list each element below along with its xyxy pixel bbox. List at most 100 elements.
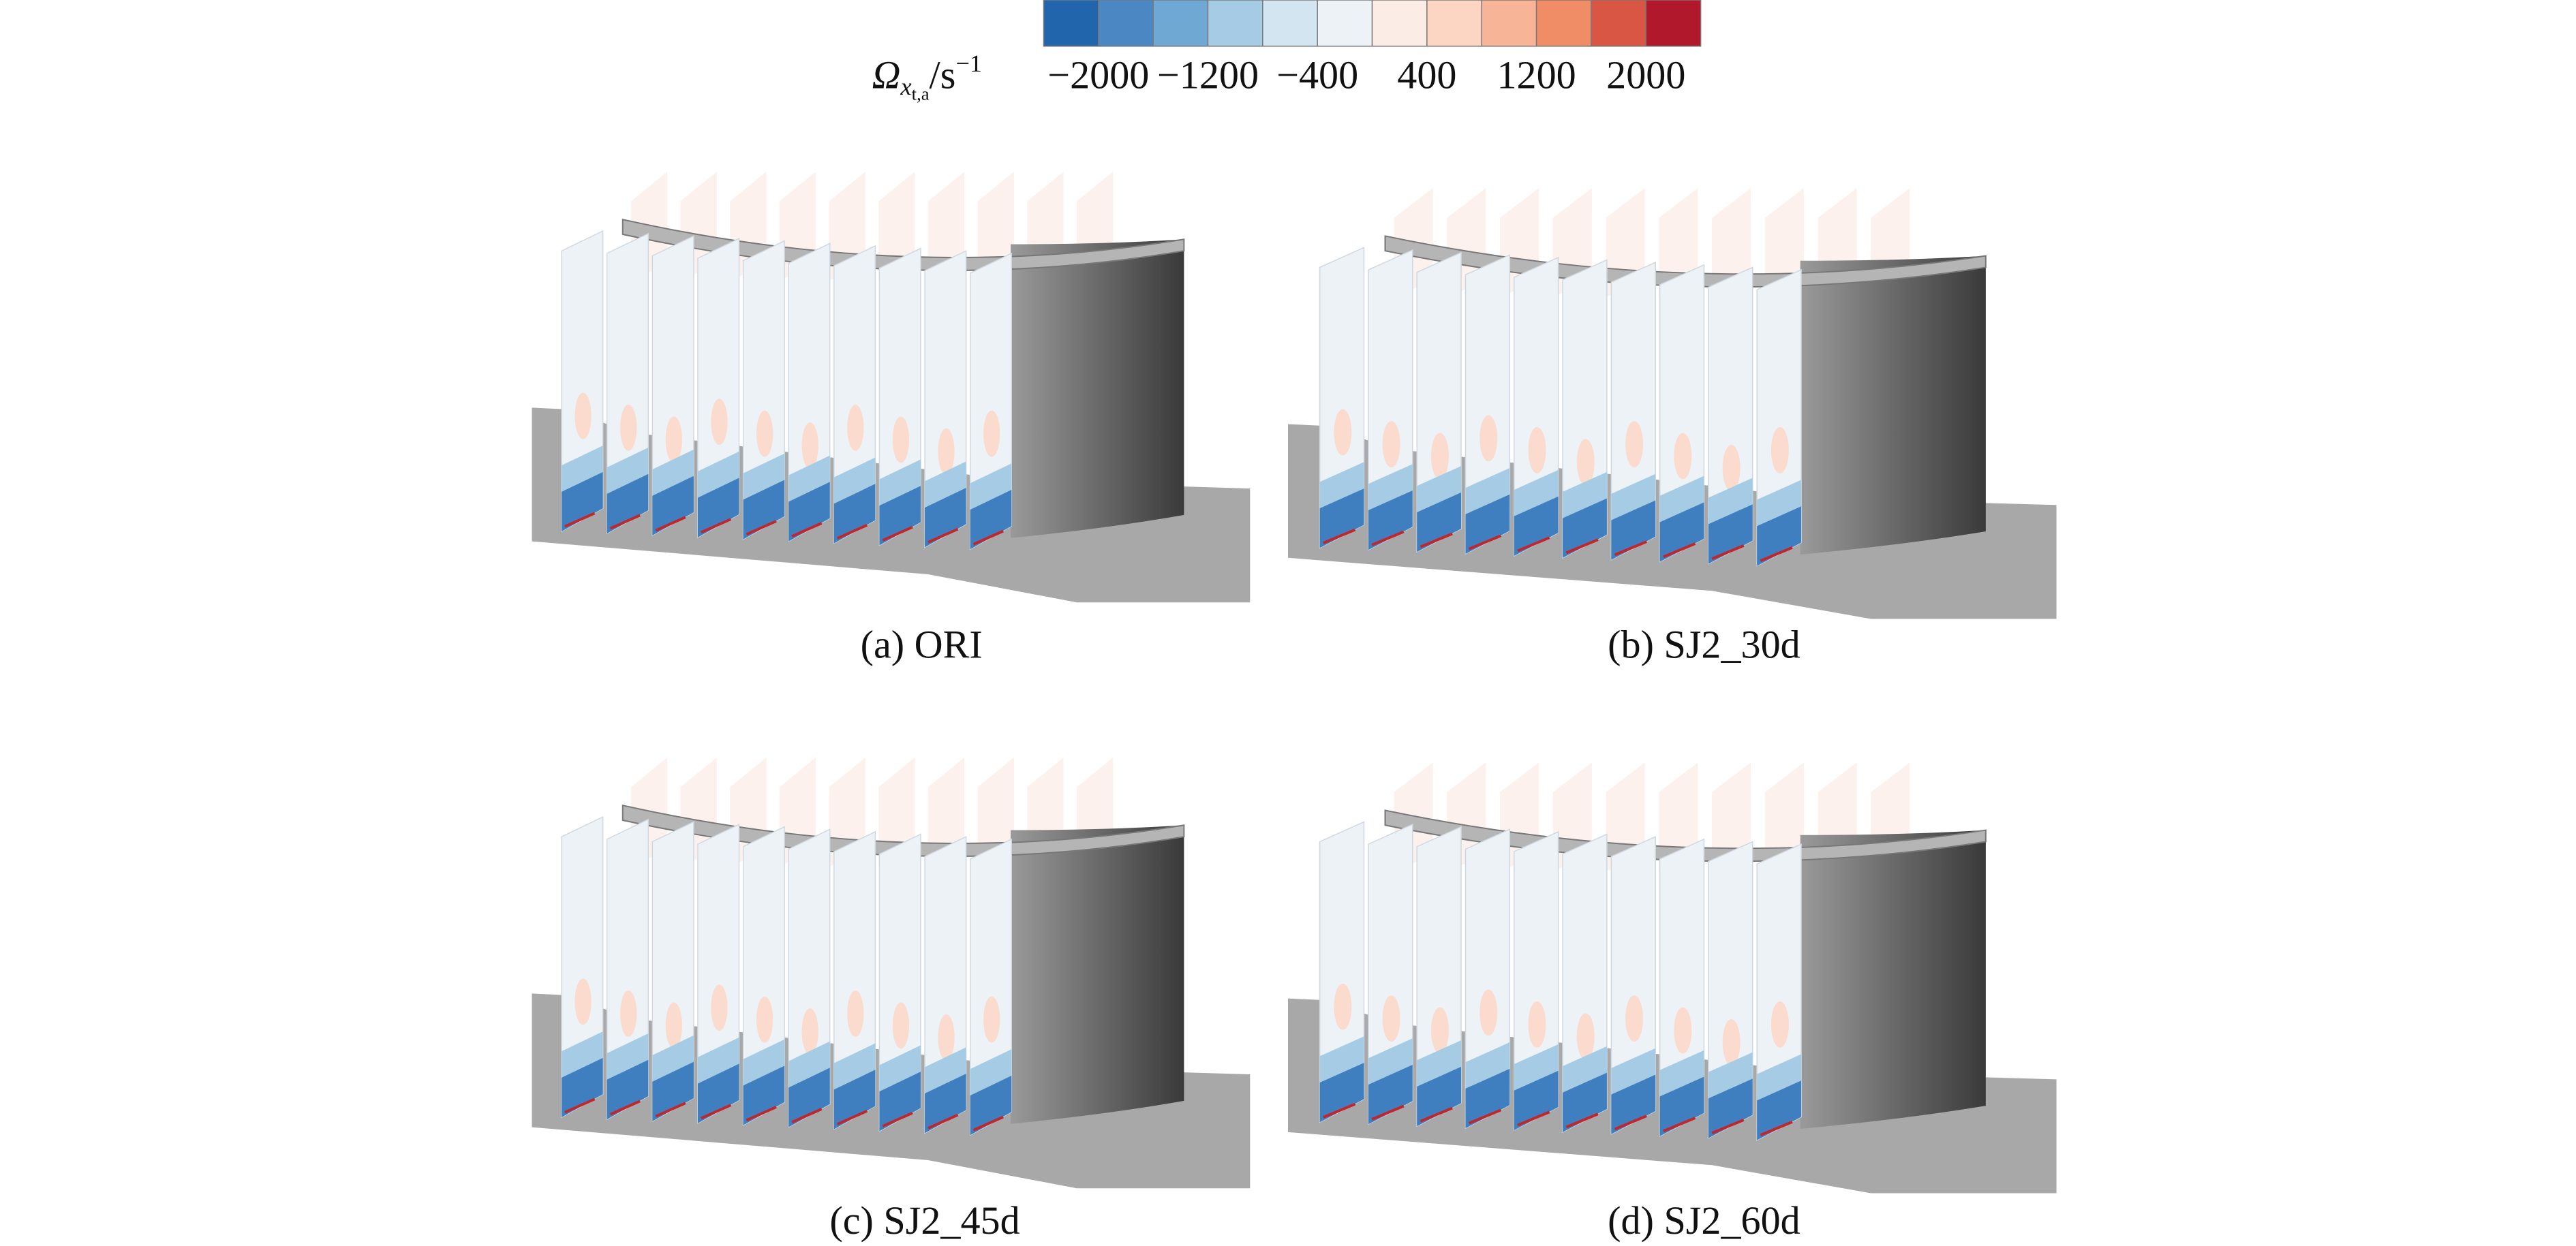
colorbar-tick-label: −2000 [1047, 53, 1149, 97]
vortex-band [879, 486, 921, 546]
vortex-core [574, 978, 592, 1025]
wall-jet-streak [972, 1115, 1004, 1132]
vortex-band [562, 471, 603, 532]
vortex-core [847, 990, 864, 1037]
wall-jet-streak [746, 1106, 777, 1122]
label-unit: /s [930, 53, 956, 97]
vortex-core [801, 1008, 818, 1055]
vortex-band [833, 1070, 876, 1130]
wall-jet-streak [1420, 1106, 1453, 1123]
vortex-core [756, 410, 773, 457]
vortex-band [1563, 1072, 1607, 1132]
vortex-band [1368, 490, 1413, 550]
vortex-band [607, 473, 649, 533]
wall-jet-streak [1614, 1115, 1648, 1131]
vortex-core [938, 1014, 955, 1061]
colorbar-tick-label: 2000 [1606, 53, 1685, 97]
vortex-core [574, 392, 592, 439]
colorbar-label: Ωxt,a/s−1 [872, 50, 982, 104]
vortex-band [562, 1057, 603, 1118]
vortex-band [1611, 500, 1656, 560]
vortex-core [1479, 415, 1498, 462]
back-slice [977, 757, 1014, 867]
wall-jet-streak [746, 520, 777, 536]
wall-jet-streak [701, 1104, 732, 1120]
vortex-band [1368, 1065, 1413, 1125]
wall-jet-streak [1662, 542, 1696, 559]
colorbar-tick-label: −400 [1276, 53, 1358, 97]
panel [532, 757, 1251, 1189]
wall-jet-streak [655, 1102, 686, 1118]
color-segment [1371, 0, 1428, 47]
back-slice [927, 171, 965, 281]
back-slice [1764, 762, 1804, 872]
vortex-band [925, 1074, 966, 1134]
vortex-core [983, 410, 1000, 457]
vortex-band [1514, 496, 1559, 556]
wall-jet-streak [564, 1097, 596, 1114]
color-segment [1152, 0, 1209, 47]
scene [532, 757, 1251, 1189]
color-segment [1426, 0, 1482, 47]
color-segment [1591, 0, 1647, 47]
wall-jet-streak [836, 524, 868, 540]
label-subscript: x [900, 73, 912, 100]
vortex-core [801, 422, 818, 469]
vortex-core [1674, 1007, 1692, 1054]
panel [1288, 762, 2057, 1194]
wall-jet-streak [1760, 1121, 1793, 1136]
colorbar-tick-label: 1200 [1497, 53, 1576, 97]
panel [1288, 188, 2057, 619]
back-slice [1659, 762, 1698, 872]
color-segment [1262, 0, 1318, 47]
wall-jet-streak [1711, 1119, 1745, 1135]
colorbar-tick-label: 400 [1397, 53, 1456, 97]
wall-jet-streak [1711, 544, 1745, 561]
wall-jet-streak [1420, 532, 1453, 548]
wall-jet-streak [972, 529, 1004, 546]
vortex-band [697, 478, 739, 538]
vortex-band [1465, 494, 1510, 554]
vortex-band [1708, 1078, 1753, 1138]
wall-jet-streak [564, 512, 596, 528]
color-segment [1481, 0, 1537, 47]
vortex-band [652, 1061, 694, 1121]
vortex-core [1722, 1019, 1741, 1065]
back-slice [1712, 762, 1751, 872]
vortex-core [620, 405, 637, 451]
wall-jet-streak [1517, 1110, 1550, 1127]
color-segment [1098, 0, 1154, 47]
label-exponent: −1 [955, 50, 982, 77]
wall-jet-streak [655, 516, 686, 532]
vortex-core [665, 416, 682, 463]
vortex-band [1563, 498, 1607, 558]
vortex-band [1708, 504, 1753, 564]
vortex-core [1430, 433, 1449, 480]
wall-jet-streak [1371, 1104, 1405, 1121]
back-slice [1712, 188, 1751, 298]
vortex-core [1674, 433, 1692, 480]
vortex-core [1576, 1013, 1595, 1060]
vortex-band [1319, 488, 1364, 548]
vortex-core [983, 996, 1000, 1043]
label-symbol: Ω [872, 53, 901, 97]
panel-caption: (b) SJ2_30d [1608, 622, 1800, 666]
vortex-core [756, 996, 773, 1043]
color-segment [1207, 0, 1263, 47]
back-slice [878, 757, 915, 867]
vortex-core [620, 990, 637, 1037]
color-segment [1645, 0, 1702, 47]
vortex-band [788, 482, 830, 542]
label-subsubscript: t,a [912, 84, 930, 104]
vortex-core [1382, 995, 1400, 1042]
color-segment [1043, 0, 1099, 47]
wall-jet-streak [1322, 528, 1356, 544]
vortex-core [665, 1002, 682, 1049]
vortex-core [1528, 426, 1546, 473]
wall-jet-streak [1468, 534, 1502, 550]
wall-jet-streak [609, 514, 641, 530]
vortex-core [1625, 995, 1644, 1042]
vortex-band [970, 490, 1012, 550]
scene [1288, 762, 2057, 1194]
panel-caption: (c) SJ2_45d [829, 1198, 1019, 1243]
